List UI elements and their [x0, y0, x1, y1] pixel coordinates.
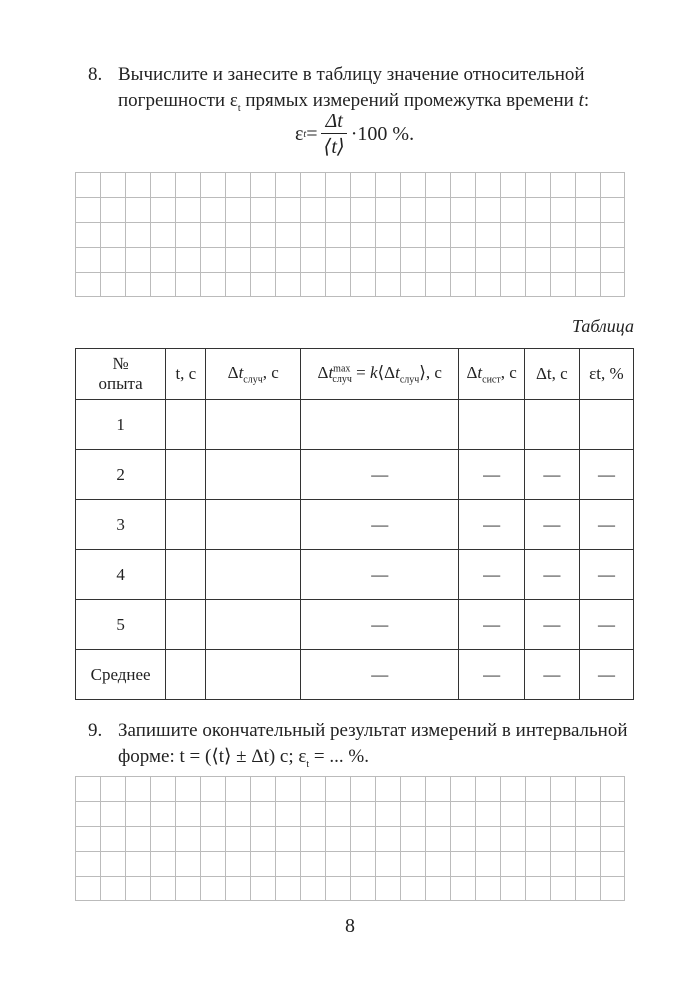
- data-table: № опыта t, с Δtслуч, с Δtmaxслуч = k⟨Δtслуч⟩…: [74, 348, 635, 700]
- table-cell[interactable]: [165, 449, 207, 500]
- page-number: 8: [345, 915, 355, 937]
- column-header: εt, %: [578, 348, 635, 400]
- table-cell: —: [300, 599, 460, 650]
- answer-grid-2[interactable]: [75, 776, 625, 901]
- table-cell: —: [578, 649, 635, 700]
- table-cell[interactable]: [523, 399, 580, 450]
- table-cell: —: [458, 649, 525, 700]
- table-cell[interactable]: [205, 599, 302, 650]
- table-cell: —: [578, 549, 635, 600]
- table-cell[interactable]: [205, 499, 302, 550]
- task-9: 9. Запишите окончательный результат изме…: [88, 718, 638, 778]
- table-cell: —: [458, 499, 525, 550]
- task-number: 9.: [88, 720, 103, 741]
- table-cell: —: [300, 499, 460, 550]
- table-row: 3— — — —: [74, 499, 635, 550]
- table-cell: —: [300, 449, 460, 500]
- column-header: Δtсист, с: [458, 348, 525, 400]
- table-cell[interactable]: [458, 399, 525, 450]
- table-cell: —: [523, 549, 580, 600]
- table-cell[interactable]: [205, 449, 302, 500]
- table-cell: —: [523, 649, 580, 700]
- table-cell: —: [578, 499, 635, 550]
- table-cell: 1: [74, 399, 167, 450]
- table-cell: Среднее: [74, 649, 167, 700]
- table-row: 2— — — —: [74, 449, 635, 500]
- column-header: Δt, с: [523, 348, 580, 400]
- table-cell: —: [458, 549, 525, 600]
- task-text: Вычислите и занесите в таблицу значение …: [118, 64, 590, 114]
- table-cell[interactable]: [165, 499, 207, 550]
- table-cell: 4: [74, 549, 167, 600]
- table-cell: —: [578, 599, 635, 650]
- table-row: 4— — — —: [74, 549, 635, 600]
- table-cell[interactable]: [205, 649, 302, 700]
- table-row: 5— — — —: [74, 599, 635, 650]
- table-cell: 5: [74, 599, 167, 650]
- table-cell[interactable]: [205, 399, 302, 450]
- task-number: 8.: [88, 64, 103, 85]
- table-cell: 2: [74, 449, 167, 500]
- table-cell: —: [458, 599, 525, 650]
- table-cell: —: [458, 449, 525, 500]
- task-8: 8. Вычислите и занесите в таблицу значен…: [88, 62, 638, 122]
- answer-grid-1[interactable]: [75, 172, 625, 297]
- table-cell[interactable]: [165, 549, 207, 600]
- table-caption: Таблица: [571, 316, 634, 336]
- table-cell: 3: [74, 499, 167, 550]
- column-header: t, с: [165, 348, 207, 400]
- table-cell[interactable]: [165, 649, 207, 700]
- column-header: № опыта: [74, 348, 167, 400]
- task-text: Запишите окончательный результат измерен…: [118, 720, 628, 770]
- table-cell: —: [578, 449, 635, 500]
- table-cell: —: [300, 549, 460, 600]
- table-cell: —: [523, 449, 580, 500]
- table-cell[interactable]: [165, 399, 207, 450]
- table-row: 1: [74, 399, 635, 450]
- column-header: Δtслуч, с: [205, 348, 302, 400]
- table-cell[interactable]: [165, 599, 207, 650]
- table-cell: —: [523, 499, 580, 550]
- table-cell[interactable]: [300, 399, 460, 450]
- table-cell[interactable]: [205, 549, 302, 600]
- table-row: Среднее — — — —: [74, 649, 635, 700]
- table-cell[interactable]: [578, 399, 635, 450]
- table-cell: —: [300, 649, 460, 700]
- table-cell: —: [523, 599, 580, 650]
- column-header: Δtmaxслуч = k⟨Δtслуч⟩, с: [300, 348, 460, 400]
